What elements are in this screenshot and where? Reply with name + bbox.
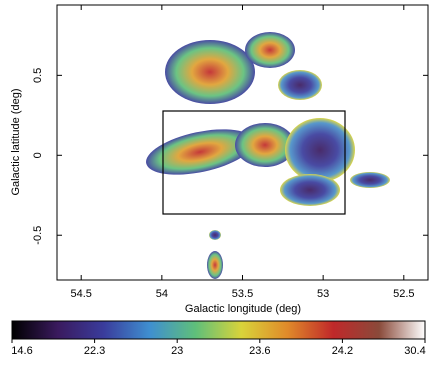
colorbar-tick-label: 24.2 [332,345,353,357]
y-tick-label: 0 [32,152,44,158]
x-tick-label: 52.5 [393,288,414,300]
colorbar [11,320,426,340]
emission-map [146,32,390,279]
x-tick-label: 53 [317,288,329,300]
y-axis-label: Galactic latitude (deg) [10,89,22,196]
x-axis-label: Galactic longitude (deg) [185,303,301,315]
colorbar-tick-label: 23 [171,345,183,357]
colorbar-tick-label: 30.4 [404,345,425,357]
colorbar-tick-label: 23.6 [249,345,270,357]
x-tick-label: 53.5 [232,288,253,300]
x-tick-label: 54 [156,288,168,300]
y-tick-label: 0.5 [32,68,44,83]
colorbar-tick-label: 22.3 [84,345,105,357]
colorbar-tick-label: 14.6 [11,345,32,357]
y-tick-label: -0.5 [32,226,44,245]
region-box [162,110,346,215]
x-tick-label: 54.5 [70,288,91,300]
